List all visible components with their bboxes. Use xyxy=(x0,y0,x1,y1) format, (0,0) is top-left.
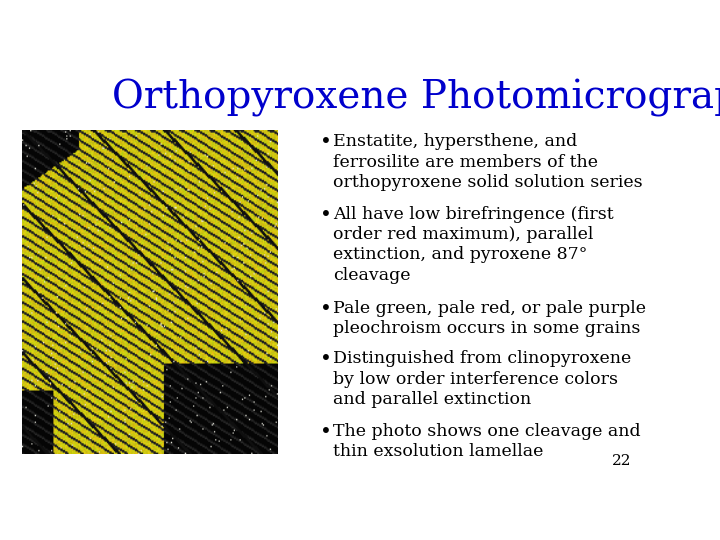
Text: Pale green, pale red, or pale purple
pleochroism occurs in some grains: Pale green, pale red, or pale purple ple… xyxy=(333,300,646,337)
Text: The photo shows one cleavage and
thin exsolution lamellae: The photo shows one cleavage and thin ex… xyxy=(333,423,640,460)
Text: All have low birefringence (first
order red maximum), parallel
extinction, and p: All have low birefringence (first order … xyxy=(333,206,613,284)
Text: •: • xyxy=(320,423,333,442)
Text: •: • xyxy=(320,133,333,152)
Text: Enstatite, hypersthene, and
ferrosilite are members of the
orthopyroxene solid s: Enstatite, hypersthene, and ferrosilite … xyxy=(333,133,642,191)
Text: Distinguished from clinopyroxene
by low order interference colors
and parallel e: Distinguished from clinopyroxene by low … xyxy=(333,350,631,408)
Text: Orthopyroxene Photomicrograph: Orthopyroxene Photomicrograph xyxy=(112,79,720,117)
Text: •: • xyxy=(320,300,333,319)
Text: •: • xyxy=(320,206,333,225)
Text: •: • xyxy=(320,350,333,369)
Text: 22: 22 xyxy=(612,454,631,468)
